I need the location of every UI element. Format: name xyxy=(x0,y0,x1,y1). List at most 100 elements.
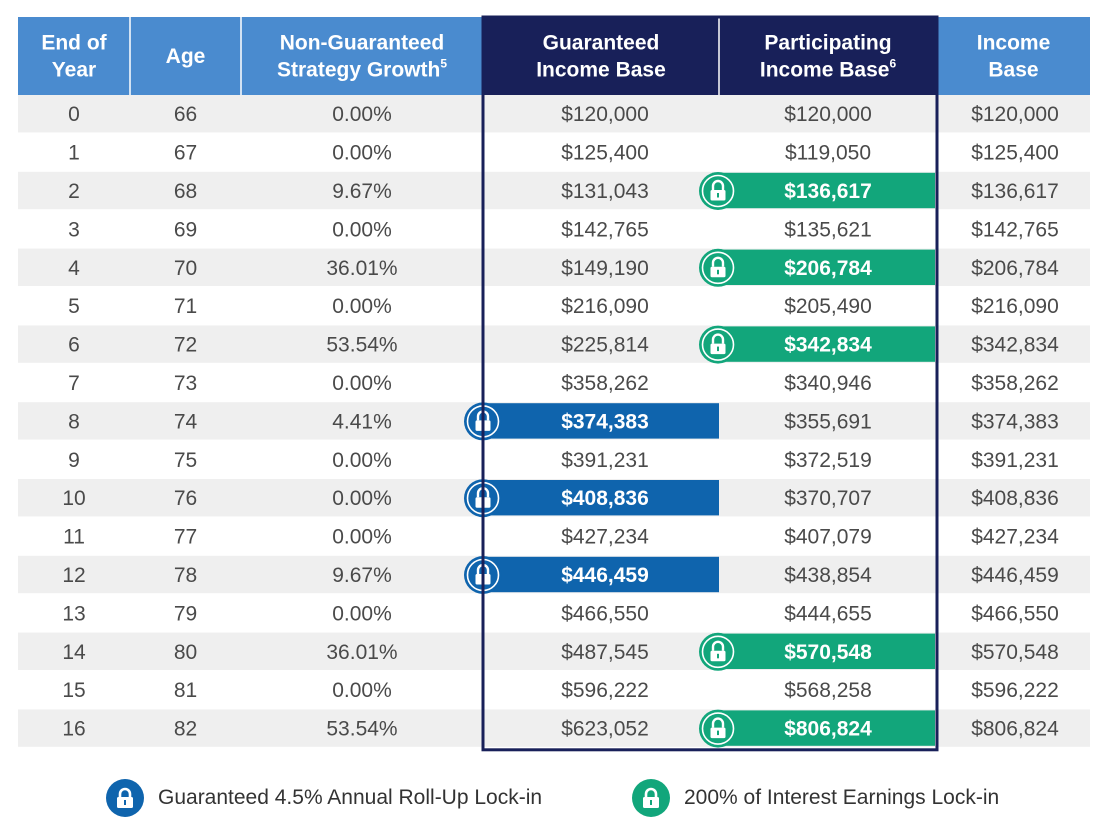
cell-growth: 9.67% xyxy=(332,180,392,203)
lock-icon xyxy=(106,779,144,817)
cell-growth: 36.01% xyxy=(326,641,397,664)
header-label: Participating xyxy=(764,32,891,55)
cell-participating: $570,548 xyxy=(784,641,872,664)
header-label: Guaranteed xyxy=(543,32,660,55)
cell-age: 82 xyxy=(174,718,197,741)
header-label: End of xyxy=(41,32,107,55)
cell-participating: $136,617 xyxy=(784,180,872,203)
cell-income: $570,548 xyxy=(971,641,1059,664)
cell-income: $806,824 xyxy=(971,718,1059,741)
cell-age: 73 xyxy=(174,372,197,395)
cell-income: $358,262 xyxy=(971,372,1059,395)
cell-guaranteed: $408,836 xyxy=(561,487,649,510)
cell-year: 2 xyxy=(68,180,80,203)
cell-income: $206,784 xyxy=(971,257,1059,280)
cell-guaranteed: $149,190 xyxy=(561,257,649,280)
header-cell-participating xyxy=(719,17,937,95)
legend-green-label: 200% of Interest Earnings Lock-in xyxy=(684,786,1000,809)
header-footnote: 5 xyxy=(440,57,447,71)
cell-growth: 0.00% xyxy=(332,679,392,702)
cell-year: 3 xyxy=(68,218,80,241)
legend-blue-label: Guaranteed 4.5% Annual Roll-Up Lock-in xyxy=(158,786,543,809)
cell-age: 78 xyxy=(174,564,197,587)
cell-participating: $135,621 xyxy=(784,218,872,241)
cell-age: 68 xyxy=(174,180,197,203)
cell-growth: 53.54% xyxy=(326,718,397,741)
cell-growth: 0.00% xyxy=(332,602,392,625)
cell-income: $408,836 xyxy=(971,487,1059,510)
cell-year: 8 xyxy=(68,410,80,433)
header-label: Strategy Growth5 xyxy=(277,57,447,82)
cell-guaranteed: $391,231 xyxy=(561,449,649,472)
header-cell-year xyxy=(18,17,130,95)
cell-year: 1 xyxy=(68,142,80,165)
cell-participating: $372,519 xyxy=(784,449,872,472)
cell-income: $596,222 xyxy=(971,679,1059,702)
cell-age: 67 xyxy=(174,142,197,165)
lock-highlight xyxy=(480,403,719,439)
cell-age: 77 xyxy=(174,526,197,549)
cell-income: $391,231 xyxy=(971,449,1059,472)
lock-highlight xyxy=(712,249,935,285)
cell-age: 76 xyxy=(174,487,197,510)
header-label: Age xyxy=(166,45,206,68)
cell-participating: $444,655 xyxy=(784,602,872,625)
cell-age: 81 xyxy=(174,679,197,702)
cell-growth: 4.41% xyxy=(332,410,392,433)
cell-income: $136,617 xyxy=(971,180,1059,203)
cell-year: 5 xyxy=(68,295,80,318)
cell-year: 7 xyxy=(68,372,80,395)
header-label: Year xyxy=(52,59,96,82)
lock-icon xyxy=(699,248,737,287)
cell-growth: 0.00% xyxy=(332,526,392,549)
table-row xyxy=(18,95,1090,133)
cell-age: 69 xyxy=(174,218,197,241)
cell-year: 12 xyxy=(62,564,85,587)
cell-guaranteed: $596,222 xyxy=(561,679,649,702)
highlight-frame xyxy=(481,15,939,752)
header-cell-growth xyxy=(241,17,483,95)
cell-age: 74 xyxy=(174,410,198,433)
cell-age: 79 xyxy=(174,602,197,625)
cell-guaranteed: $466,550 xyxy=(561,602,649,625)
cell-participating: $205,490 xyxy=(784,295,872,318)
cell-income: $446,459 xyxy=(971,564,1059,587)
cell-year: 16 xyxy=(62,718,85,741)
cell-year: 6 xyxy=(68,334,80,357)
cell-growth: 0.00% xyxy=(332,103,392,126)
cell-year: 15 xyxy=(62,679,85,702)
cell-growth: 0.00% xyxy=(332,487,392,510)
lock-icon xyxy=(699,632,737,671)
cell-income: $466,550 xyxy=(971,602,1059,625)
cell-participating: $407,079 xyxy=(784,526,872,549)
cell-guaranteed: $225,814 xyxy=(561,334,649,357)
cell-year: 4 xyxy=(68,257,80,280)
lock-highlight xyxy=(712,710,935,746)
cell-guaranteed: $446,459 xyxy=(561,564,649,587)
header-label: Income xyxy=(977,32,1051,55)
cell-income: $125,400 xyxy=(971,142,1059,165)
cell-growth: 0.00% xyxy=(332,142,392,165)
header-cell-age xyxy=(130,17,241,95)
cell-year: 10 xyxy=(62,487,85,510)
lock-icon xyxy=(699,172,737,210)
cell-year: 14 xyxy=(62,641,86,664)
cell-participating: $355,691 xyxy=(784,410,872,433)
cell-age: 75 xyxy=(174,449,197,472)
cell-participating: $119,050 xyxy=(785,142,871,165)
cell-year: 9 xyxy=(68,449,80,472)
header-footnote: 6 xyxy=(889,57,896,71)
cell-growth: 0.00% xyxy=(332,372,392,395)
cell-participating: $340,946 xyxy=(784,372,872,395)
cell-participating: $370,707 xyxy=(784,487,872,510)
header-label: Base xyxy=(988,59,1038,82)
cell-age: 66 xyxy=(174,103,197,126)
legend-green: 200% of Interest Earnings Lock-in xyxy=(632,778,999,818)
cell-age: 80 xyxy=(174,641,197,664)
cell-guaranteed: $131,043 xyxy=(561,180,649,203)
cell-year: 11 xyxy=(63,526,85,549)
lock-highlight xyxy=(480,480,719,516)
cell-growth: 9.67% xyxy=(332,564,392,587)
cell-growth: 53.54% xyxy=(326,334,397,357)
lock-highlight xyxy=(712,326,935,362)
